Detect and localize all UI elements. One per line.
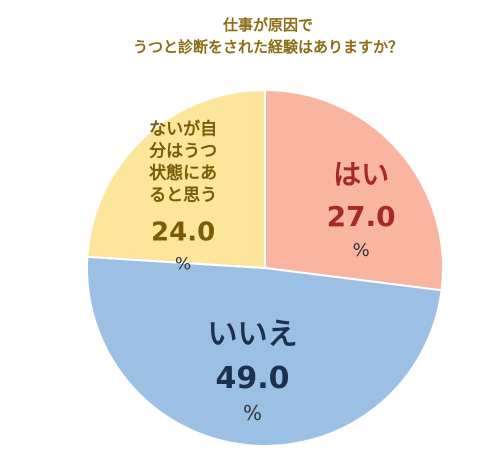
pie-slices (86, 88, 444, 447)
slice-unit-label: % (353, 240, 370, 261)
pie-slice (264, 88, 444, 292)
slice-value-label: 27.0 (327, 200, 396, 233)
slice-category-label: 状態にあ (149, 163, 217, 184)
pie-slice (86, 88, 266, 270)
slice-category-label: 分はうつ (149, 142, 217, 162)
slice-category-label: ると思う (149, 186, 217, 206)
chart-title-line: 仕事が原因で (222, 16, 313, 34)
slice-value-label: 24.0 (151, 218, 215, 248)
chart-title-line: うつと診断をされた経験はありますか？ (133, 38, 403, 56)
slice-category-label: ないが自 (149, 119, 217, 140)
slice-value-label: 49.0 (216, 361, 290, 396)
pie-slice (86, 255, 443, 447)
slice-unit-label: % (243, 401, 262, 425)
slice-category-label: はい (333, 158, 389, 191)
slice-category-label: いいえ (208, 317, 298, 352)
slice-unit-label: % (175, 255, 191, 275)
